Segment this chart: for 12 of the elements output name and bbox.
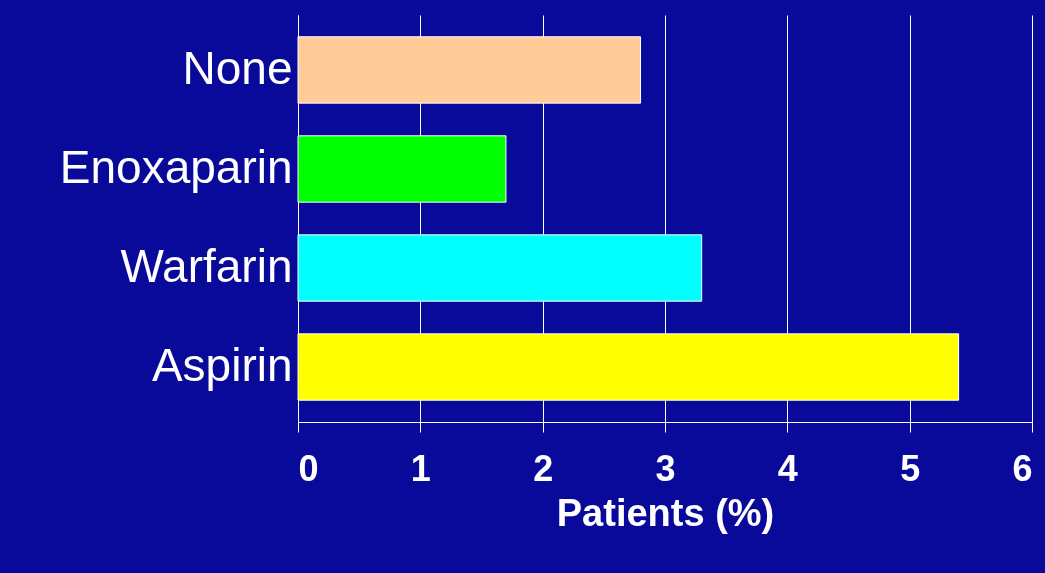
y-tick-label: Warfarin xyxy=(120,240,293,293)
x-tick-label: 4 xyxy=(777,447,798,489)
x-tick-label: 3 xyxy=(655,447,676,489)
x-tick-label: 6 xyxy=(1012,447,1033,489)
x-tick-label: 5 xyxy=(900,447,921,489)
x-tick-label: 2 xyxy=(533,447,554,489)
y-tick-label: Enoxaparin xyxy=(59,140,293,193)
x-axis-title: Patients (%) xyxy=(556,491,775,534)
y-tick-label: None xyxy=(182,41,293,94)
x-tick-label: 1 xyxy=(410,447,431,489)
x-tick-label: 0 xyxy=(298,447,319,489)
y-tick-label: Aspirin xyxy=(151,339,293,392)
